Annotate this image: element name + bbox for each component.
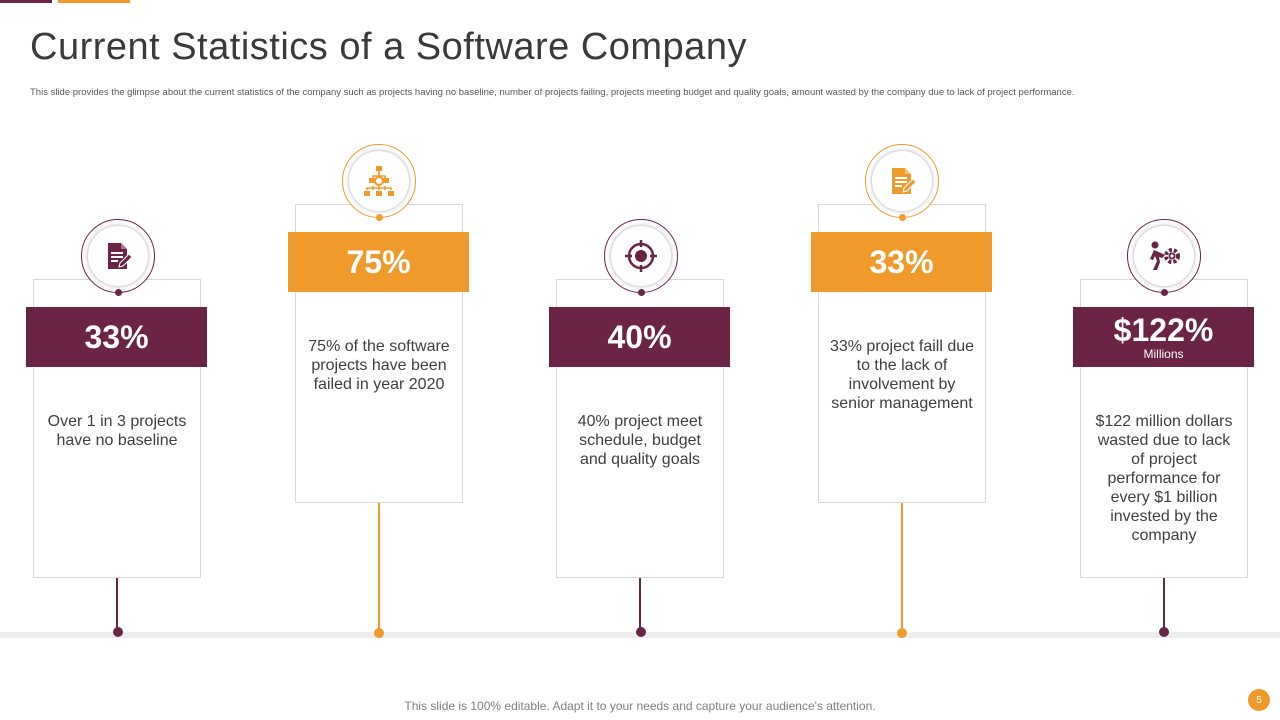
- stat-value-band: 33%: [811, 232, 992, 292]
- stat-value-band: 33%: [26, 307, 207, 367]
- stat-value: 33%: [869, 244, 934, 280]
- timeline-node: [636, 627, 646, 637]
- stat-icon-circle: [342, 144, 416, 221]
- slide-subtitle: This slide provides the glimpse about th…: [30, 87, 1075, 98]
- timeline-node: [897, 628, 907, 638]
- stat-description: 33% project faill due to the lack of inv…: [829, 338, 975, 412]
- slide-title: Current Statistics of a Software Company: [30, 26, 747, 68]
- stat-value-band: 40%: [549, 307, 730, 367]
- stat-description: $122 million dollars wasted due to lack …: [1095, 413, 1233, 544]
- page-number-badge: 5: [1248, 689, 1270, 711]
- stat-icon-circle: [81, 219, 155, 296]
- footer-note: This slide is 100% editable. Adapt it to…: [404, 699, 876, 713]
- stat-icon-circle: [1127, 219, 1201, 296]
- stat-value: 75%: [346, 244, 411, 280]
- timeline-stem: [901, 503, 903, 628]
- timeline-node: [113, 627, 123, 637]
- stat-value-unit: Millions: [1143, 347, 1184, 361]
- stat-description: 75% of the software projects have been f…: [308, 338, 450, 393]
- timeline-stem: [378, 503, 380, 628]
- stat-value: 40%: [607, 319, 672, 355]
- hierarchy-chart-icon: [364, 166, 394, 196]
- stat-icon-circle: [865, 144, 939, 221]
- stat-value-band: $122% Millions: [1073, 307, 1254, 367]
- stat-description: 40% project meet schedule, budget and qu…: [577, 413, 703, 468]
- person-pushing-gear-icon: [1150, 241, 1180, 270]
- accent-bar-purple: [0, 0, 52, 3]
- stat-value: $122%: [1113, 312, 1214, 348]
- timeline-stem: [1163, 578, 1165, 628]
- document-edit-icon: [892, 168, 917, 194]
- target-icon: [625, 240, 657, 272]
- timeline-stem: [639, 578, 641, 628]
- accent-bar-orange: [58, 0, 130, 3]
- stat-icon-circle: [604, 219, 678, 296]
- stat-value-band: 75%: [288, 232, 469, 292]
- timeline-node: [1159, 627, 1169, 637]
- stat-description: Over 1 in 3 projects have no baseline: [47, 413, 187, 449]
- stat-value: 33%: [84, 319, 149, 355]
- document-edit-icon: [108, 243, 133, 269]
- timeline-node: [374, 628, 384, 638]
- timeline-stem: [116, 578, 118, 628]
